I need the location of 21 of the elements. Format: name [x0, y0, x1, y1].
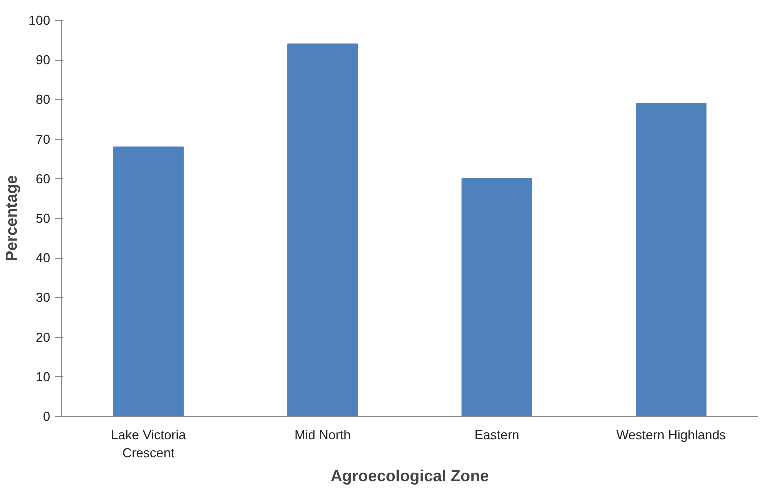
- x-tick-label: Mid North: [294, 428, 352, 442]
- x-tick-label: Eastern: [474, 428, 520, 442]
- bar: [288, 44, 358, 416]
- y-tick-label: 70: [36, 132, 51, 147]
- y-tick-label: 60: [36, 171, 51, 186]
- x-tick-label: Lake Victoria Crescent: [111, 428, 187, 460]
- y-tick-label: 50: [36, 211, 51, 226]
- bar: [462, 178, 532, 416]
- y-tick-label: 30: [36, 290, 51, 306]
- y-tick-label: 0: [43, 409, 51, 424]
- x-axis-title: Agroecological Zone: [330, 468, 490, 486]
- y-tick-label: 40: [36, 250, 51, 266]
- y-tick-label: 80: [36, 92, 51, 108]
- x-tick-label: Western Highlands: [616, 428, 727, 442]
- y-tick-label: 100: [28, 13, 51, 28]
- y-tick-label: 20: [36, 330, 51, 345]
- bar: [113, 146, 184, 416]
- y-tick-label: 90: [36, 52, 51, 68]
- bar: [636, 103, 707, 416]
- y-tick-label: 10: [36, 369, 51, 384]
- y-axis-title: Percentage: [4, 175, 21, 262]
